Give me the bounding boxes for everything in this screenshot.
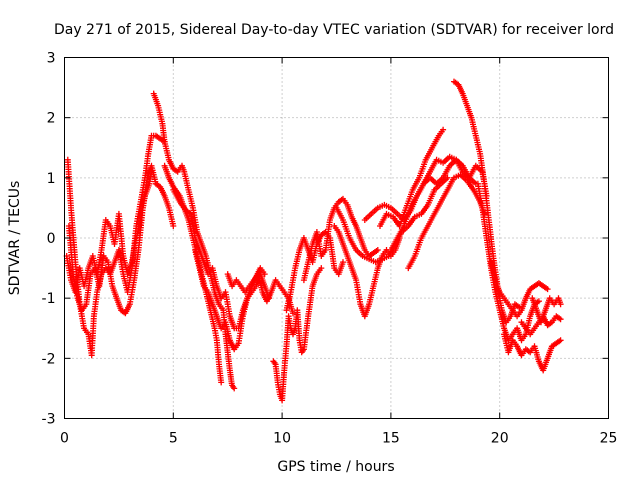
data-series-trace-11	[300, 195, 381, 284]
data-point-markers	[488, 259, 551, 320]
data-series-trace-10	[283, 229, 346, 314]
data-series-trace-17	[405, 171, 488, 272]
x-axis-label: GPS time / hours	[277, 459, 394, 475]
data-series-trace-16	[387, 153, 479, 253]
data-series-trace-21	[501, 331, 564, 374]
y-tick-label: 0	[47, 231, 56, 247]
y-tick-label: 1	[47, 171, 56, 187]
data-point-markers	[529, 295, 564, 326]
x-tick-label: 10	[273, 431, 291, 447]
data-series	[63, 78, 564, 404]
data-series-trace-15	[377, 126, 447, 229]
data-series-trace-12	[331, 223, 403, 320]
chart-title: Day 271 of 2015, Sidereal Day-to-day VTE…	[54, 22, 614, 38]
x-tick-label: 5	[169, 431, 178, 447]
data-point-markers	[331, 223, 403, 320]
axis-ticks: 0 5 10 15 20 25 -3 -2 -1 0 1 2 3	[42, 51, 618, 447]
data-point-markers	[451, 78, 523, 326]
grid-lines	[64, 57, 609, 419]
data-point-markers	[387, 153, 479, 253]
data-series-trace-4	[150, 90, 238, 392]
x-tick-label: 0	[60, 431, 69, 447]
data-series-trace-3	[63, 168, 155, 296]
data-point-markers	[300, 195, 381, 284]
data-series-trace-23	[529, 295, 564, 326]
y-axis-label: SDTVAR / TECUs	[7, 181, 23, 296]
data-point-markers	[377, 126, 447, 229]
y-tick-label: 2	[47, 111, 56, 127]
y-tick-label: 3	[47, 51, 56, 67]
data-series-trace-9	[270, 265, 325, 404]
data-series-trace-18	[451, 78, 523, 326]
y-tick-label: -3	[42, 412, 56, 428]
data-point-markers	[501, 331, 564, 374]
data-series-trace-20	[488, 259, 551, 320]
data-point-markers	[270, 265, 325, 404]
x-tick-label: 20	[491, 431, 509, 447]
y-tick-label: -1	[42, 291, 56, 307]
data-point-markers	[405, 171, 488, 272]
x-tick-label: 25	[600, 431, 618, 447]
x-tick-label: 15	[382, 431, 400, 447]
data-point-markers	[63, 168, 155, 296]
data-point-markers	[283, 229, 346, 314]
y-tick-label: -2	[42, 351, 56, 367]
data-point-markers	[150, 90, 238, 392]
